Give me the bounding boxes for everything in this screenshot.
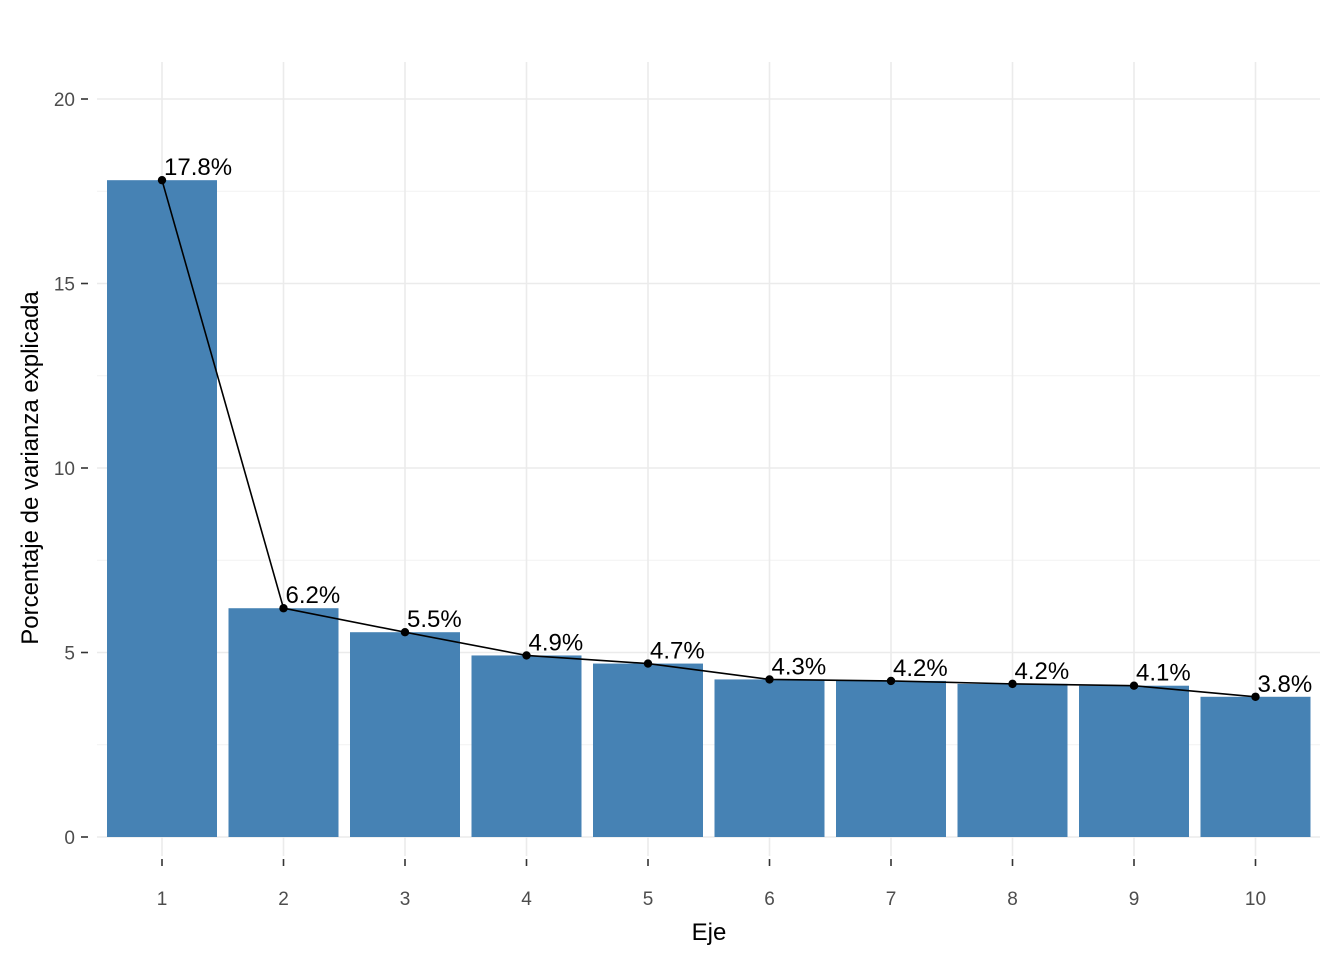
data-label: 4.9%	[529, 629, 584, 656]
data-label: 3.8%	[1258, 671, 1313, 698]
x-axis: 1 2 3 4 5 6 7 8 9 10	[157, 859, 1266, 910]
bar	[958, 684, 1068, 837]
data-label: 4.7%	[650, 638, 705, 665]
x-axis-title: Eje	[692, 919, 727, 946]
bar	[1079, 686, 1189, 837]
x-tick-label: 4	[521, 889, 532, 910]
x-tick-label: 5	[643, 889, 654, 910]
y-tick-label: 20	[54, 90, 75, 111]
x-tick-label: 1	[157, 889, 168, 910]
data-label: 5.5%	[407, 606, 462, 633]
data-label: 4.3%	[772, 653, 827, 680]
y-axis: 0 5 10 15 20	[54, 90, 88, 849]
x-tick-label: 7	[886, 889, 897, 910]
x-tick-label: 2	[278, 889, 289, 910]
y-tick-label: 5	[64, 644, 75, 665]
y-tick-label: 0	[64, 828, 75, 849]
bar	[229, 608, 339, 837]
x-tick-label: 3	[400, 889, 411, 910]
bars	[107, 180, 1311, 837]
data-label: 4.1%	[1136, 660, 1191, 687]
y-tick-label: 15	[54, 275, 75, 296]
data-label: 17.8%	[164, 154, 232, 181]
x-tick-label: 8	[1007, 889, 1018, 910]
bar	[715, 679, 825, 837]
data-label: 4.2%	[893, 655, 948, 682]
bar	[472, 655, 582, 837]
bar	[1201, 697, 1311, 837]
y-axis-title: Porcentaje de varianza explicada	[17, 291, 44, 645]
data-label: 6.2%	[286, 582, 341, 609]
x-tick-label: 6	[764, 889, 775, 910]
bar	[350, 632, 460, 837]
bar	[107, 180, 217, 837]
bar	[593, 664, 703, 837]
x-tick-label: 9	[1129, 889, 1140, 910]
data-label: 4.2%	[1015, 658, 1070, 685]
x-tick-label: 10	[1245, 889, 1266, 910]
y-tick-label: 10	[54, 459, 75, 480]
bar	[836, 681, 946, 837]
